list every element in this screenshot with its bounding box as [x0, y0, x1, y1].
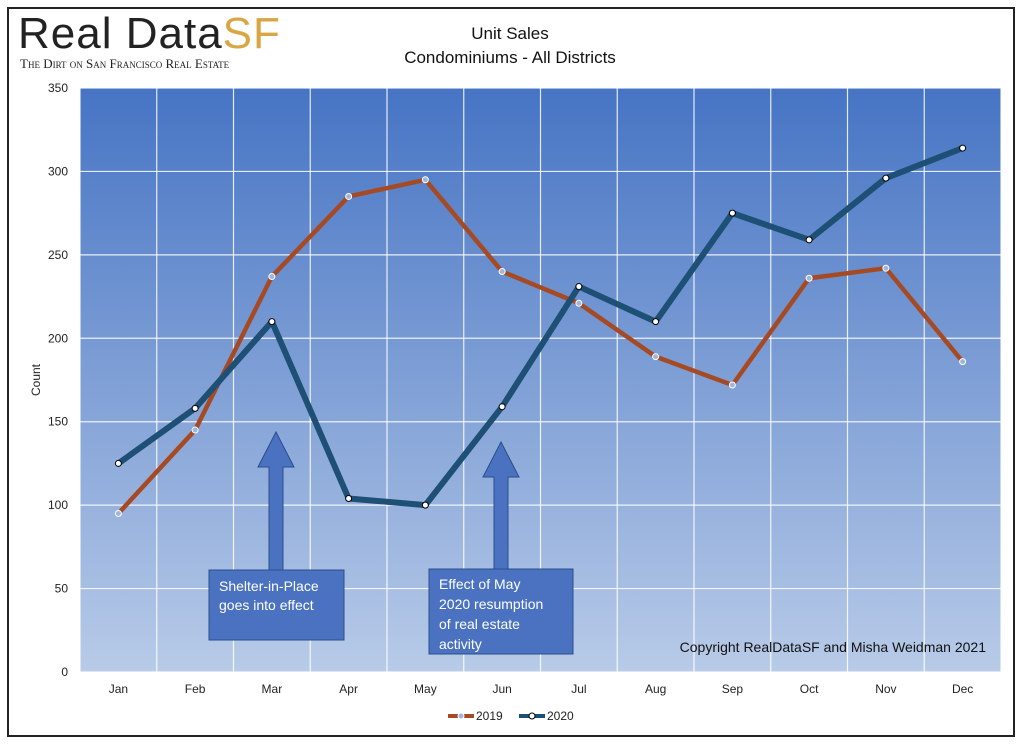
x-tick-label: Aug — [645, 682, 666, 696]
data-point-2020 — [805, 236, 813, 244]
annotation-line: Shelter-in-Place — [219, 578, 319, 594]
data-point-2019 — [191, 426, 199, 434]
annotation-box — [208, 569, 345, 641]
y-axis-label: Count — [29, 363, 43, 396]
logo-word-real-data: Real Data — [18, 9, 223, 58]
up-arrow-icon — [482, 440, 520, 570]
series-line-2019 — [116, 177, 965, 516]
data-point-2019 — [421, 176, 429, 184]
data-point-2019 — [114, 509, 122, 517]
data-point-2020 — [959, 144, 967, 152]
annotation-shelter-in-place: Shelter-in-Place goes into effect — [208, 430, 345, 641]
x-tick-label: Nov — [875, 682, 896, 696]
data-point-2020 — [652, 318, 660, 326]
legend-marker-2020 — [528, 712, 536, 720]
data-point-2019 — [575, 299, 583, 307]
data-point-2020 — [498, 403, 506, 411]
data-point-2020 — [421, 501, 429, 509]
y-tick-label: 100 — [48, 498, 68, 512]
chart-title: Unit Sales — [471, 24, 549, 43]
x-tick-label: Sep — [722, 682, 744, 696]
y-tick-label: 150 — [48, 415, 68, 429]
annotation-line: 2020 resumption — [439, 596, 543, 612]
y-tick-label: 300 — [48, 164, 68, 178]
annotation-box — [428, 568, 574, 655]
logo-tagline: The Dirt on San Francisco Real Estate — [20, 56, 230, 71]
legend-label-2020: 2020 — [547, 709, 574, 723]
x-tick-label: Apr — [339, 682, 358, 696]
legend-label-2019: 2019 — [476, 709, 503, 723]
y-axis-ticks: 0 50 100 150 200 250 300 350 — [48, 81, 68, 679]
annotation-may-resumption: Effect of May 2020 resumption of real es… — [428, 440, 574, 655]
chart-title-block: Unit Sales Condominiums - All Districts — [330, 22, 690, 70]
data-point-2020 — [268, 318, 276, 326]
data-point-2019 — [728, 381, 736, 389]
legend-marker-2019 — [457, 712, 465, 720]
data-point-2019 — [882, 264, 890, 272]
data-point-2020 — [882, 174, 890, 182]
x-tick-label: Mar — [262, 682, 283, 696]
y-tick-label: 50 — [55, 582, 69, 596]
data-point-2020 — [575, 283, 583, 291]
logo: Real DataSF — [18, 12, 281, 56]
data-point-2020 — [728, 209, 736, 217]
y-tick-label: 350 — [48, 81, 68, 95]
copyright-text: Copyright RealDataSF and Misha Weidman 2… — [680, 639, 987, 655]
annotation-line: of real estate — [439, 616, 520, 632]
x-tick-label: Dec — [952, 682, 973, 696]
legend: 2019 2020 — [448, 709, 574, 723]
x-tick-label: Feb — [185, 682, 206, 696]
logo-word-sf: SF — [222, 9, 281, 58]
data-point-2019 — [268, 273, 276, 281]
x-tick-label: Jun — [492, 682, 511, 696]
series-group — [114, 144, 967, 517]
data-point-2019 — [498, 268, 506, 276]
data-point-2019 — [805, 274, 813, 282]
data-point-2019 — [959, 358, 967, 366]
up-arrow-icon — [257, 430, 295, 571]
y-tick-label: 250 — [48, 248, 68, 262]
data-point-2019 — [345, 192, 353, 200]
x-tick-label: Jul — [571, 682, 586, 696]
series-line-2020 — [115, 145, 966, 509]
y-tick-label: 200 — [48, 331, 68, 345]
x-tick-label: Jan — [109, 682, 128, 696]
y-tick-label: 0 — [61, 665, 68, 679]
x-tick-label: Oct — [800, 682, 819, 696]
annotation-line: activity — [439, 636, 482, 652]
x-tick-label: May — [414, 682, 437, 696]
annotation-line: goes into effect — [219, 597, 314, 613]
data-point-2020 — [191, 404, 199, 412]
data-point-2019 — [652, 353, 660, 361]
chart-subtitle: Condominiums - All Districts — [404, 48, 616, 67]
data-point-2020 — [114, 459, 122, 467]
annotation-line: Effect of May — [439, 576, 520, 592]
x-axis-ticks: Jan Feb Mar Apr May Jun Jul Aug Sep Oct Nov Dec — [109, 682, 974, 696]
data-point-2020 — [345, 494, 353, 502]
